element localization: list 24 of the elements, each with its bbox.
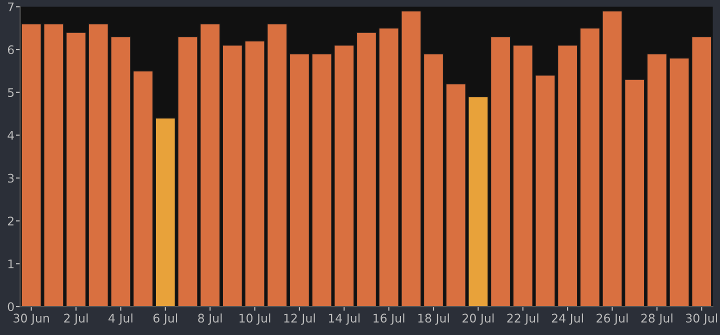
y-tick-label: 2 [8,216,14,226]
x-tick-label: 10 Jul [240,313,270,325]
x-tick-label: 18 Jul [418,313,449,325]
y-tick-label: 5 [8,88,14,98]
y-tick-label: 7 [8,2,14,12]
y-tick-label: 4 [8,131,14,140]
y-tick-label: 1 [8,260,14,268]
x-tick-label: 24 Jul [552,313,583,325]
x-tick-label: 12 Jul [284,313,315,325]
x-tick-label: 28 Jul [641,313,672,325]
y-tick-label: 0 [8,302,14,312]
x-tick-label: 8 Jul [198,313,222,325]
x-tick-label: 4 Jul [108,313,132,325]
x-tick-label: 14 Jul [328,313,360,325]
y-tick-label: 3 [8,174,14,183]
x-tick-label: 22 Jul [507,313,538,325]
x-tick-label: 26 Jul [596,313,628,325]
x-tick-label: 2 Jul [64,313,88,325]
x-tick-label: 16 Jul [374,313,404,325]
x-tick-label: 30 Jun [14,314,49,325]
x-tick-label: 6 Jul [153,313,178,325]
x-tick-label: 30 Jul [686,313,718,325]
x-tick-label: 20 Jul [462,313,494,325]
y-tick-label: 6 [8,45,14,54]
